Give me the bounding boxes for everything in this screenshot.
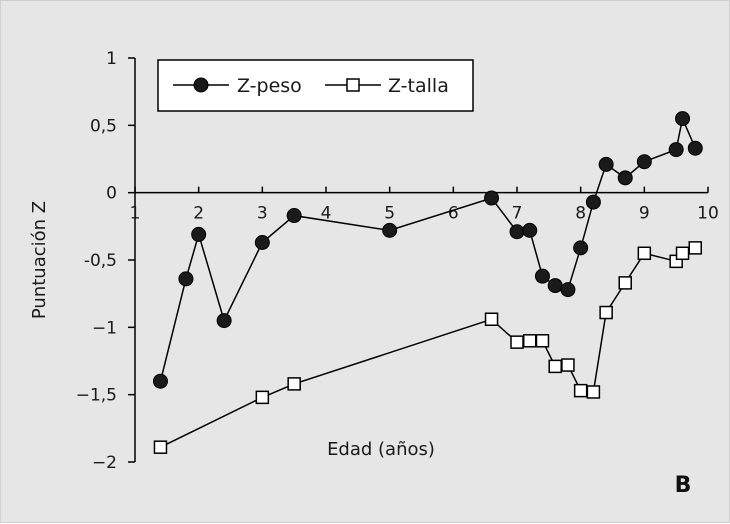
series-layer (152, 111, 703, 454)
data-point-z-talla (484, 312, 499, 327)
data-point-z-peso (617, 170, 633, 186)
x-tick-label: 8 (575, 204, 586, 224)
axes (134, 58, 708, 462)
data-point-z-talla (675, 246, 690, 261)
data-point-z-peso (178, 271, 194, 287)
data-point-z-peso (585, 194, 601, 210)
data-point-z-peso (191, 226, 207, 242)
legend: Z-peso Z-talla (157, 59, 474, 112)
data-point-z-talla (522, 334, 537, 348)
series-line-z-peso (159, 116, 696, 382)
data-point-z-talla (287, 377, 301, 391)
series-line-z-talla (160, 247, 696, 448)
data-point-z-peso (286, 208, 302, 224)
data-point-z-peso (598, 156, 614, 172)
x-tick-label: 6 (448, 204, 459, 224)
data-point-z-peso (573, 240, 589, 256)
data-point-z-peso (668, 142, 684, 158)
y-tick-label: −2 (92, 453, 117, 473)
y-tick-label: 1 (106, 49, 117, 69)
data-point-z-peso (534, 268, 550, 284)
data-point-z-talla (255, 390, 270, 405)
data-point-z-talla (153, 440, 168, 454)
data-point-z-peso (509, 224, 525, 240)
data-point-z-peso (560, 282, 576, 298)
x-tick-label: 4 (321, 204, 332, 224)
data-point-z-peso (636, 154, 652, 170)
x-tick-label: 1 (130, 204, 141, 224)
data-point-z-peso (152, 373, 168, 389)
x-tick-label: 7 (512, 204, 523, 224)
x-tick-label: 5 (384, 204, 395, 224)
data-point-z-talla (573, 383, 588, 398)
legend-marker-z-talla (346, 78, 360, 92)
panel-label: B (675, 473, 692, 498)
y-ticks: 1 0,5 0 -0,5 −1 −1,5 −2 (76, 49, 135, 473)
x-tick-label: 3 (257, 204, 268, 224)
data-point-z-talla (561, 358, 575, 372)
data-point-z-peso (216, 313, 232, 329)
data-point-z-talla (637, 246, 652, 261)
data-point-z-peso (484, 190, 500, 206)
legend-marker-z-peso (193, 77, 209, 93)
y-tick-label: 0,5 (90, 116, 117, 136)
data-point-z-talla (618, 276, 632, 290)
y-tick-label: -0,5 (84, 251, 117, 271)
y-tick-label: −1 (92, 318, 117, 338)
data-point-z-peso (687, 140, 703, 156)
data-point-z-talla (586, 385, 601, 399)
legend-label-z-talla: Z-talla (388, 75, 449, 97)
data-point-z-peso (522, 222, 538, 238)
y-axis-label: Puntuación Z (29, 201, 50, 319)
x-tick-label: 2 (193, 204, 204, 224)
x-ticks: 1 2 3 4 5 6 7 8 9 10 (130, 186, 719, 224)
data-point-z-peso (382, 222, 398, 238)
x-axis-label: Edad (años) (327, 439, 435, 460)
data-point-z-talla (510, 335, 524, 349)
data-point-z-talla (599, 305, 613, 320)
data-point-z-peso (547, 278, 563, 294)
legend-label-z-peso: Z-peso (237, 75, 302, 97)
x-tick-label: 10 (697, 204, 719, 224)
data-point-z-talla (535, 334, 550, 348)
y-tick-label: 0 (106, 184, 117, 204)
data-point-z-peso (254, 234, 270, 250)
y-tick-label: −1,5 (76, 386, 117, 406)
data-point-z-talla (548, 359, 562, 374)
data-point-z-peso (675, 111, 691, 127)
data-point-z-talla (688, 241, 703, 255)
x-tick-label: 9 (639, 204, 650, 224)
